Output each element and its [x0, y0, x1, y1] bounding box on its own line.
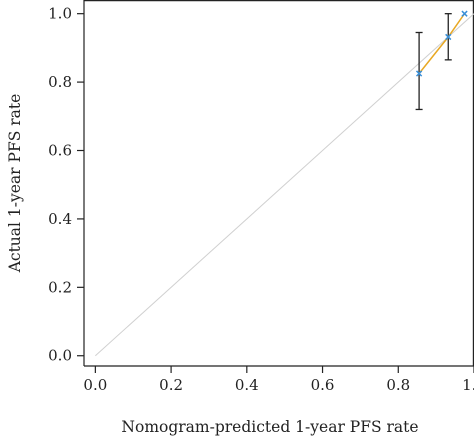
y-tick-label: 0.4 [48, 210, 72, 228]
y-tick-label: 0.6 [48, 142, 72, 160]
y-tick-label: 0.0 [48, 347, 72, 365]
x-tick-label: 0.4 [235, 376, 259, 394]
data-point [415, 70, 423, 77]
calibration-line [418, 13, 466, 74]
data-point [461, 10, 468, 17]
x-tick-label: 0.8 [386, 376, 410, 394]
ideal-reference-line [95, 13, 474, 357]
x-axis-ticks: 0.0 0.2 0.4 0.6 0.8 1.0 [83, 366, 474, 394]
y-axis-ticks: 0.0 0.2 0.4 0.6 0.8 1.0 [48, 5, 84, 365]
x-tick-label: 1.0 [462, 376, 474, 394]
plot-marks [95, 10, 474, 357]
x-tick-label: 0.2 [159, 376, 183, 394]
y-tick-label: 1.0 [48, 5, 72, 23]
data-point [445, 33, 452, 41]
y-tick-label: 0.2 [48, 278, 72, 296]
x-axis-label: Nomogram-predicted 1-year PFS rate [121, 418, 418, 436]
x-tick-label: 0.0 [83, 376, 107, 394]
y-axis-label: Actual 1-year PFS rate [6, 94, 24, 274]
x-tick-label: 0.6 [311, 376, 335, 394]
plot-frame [83, 0, 474, 367]
y-tick-label: 0.8 [48, 73, 72, 91]
